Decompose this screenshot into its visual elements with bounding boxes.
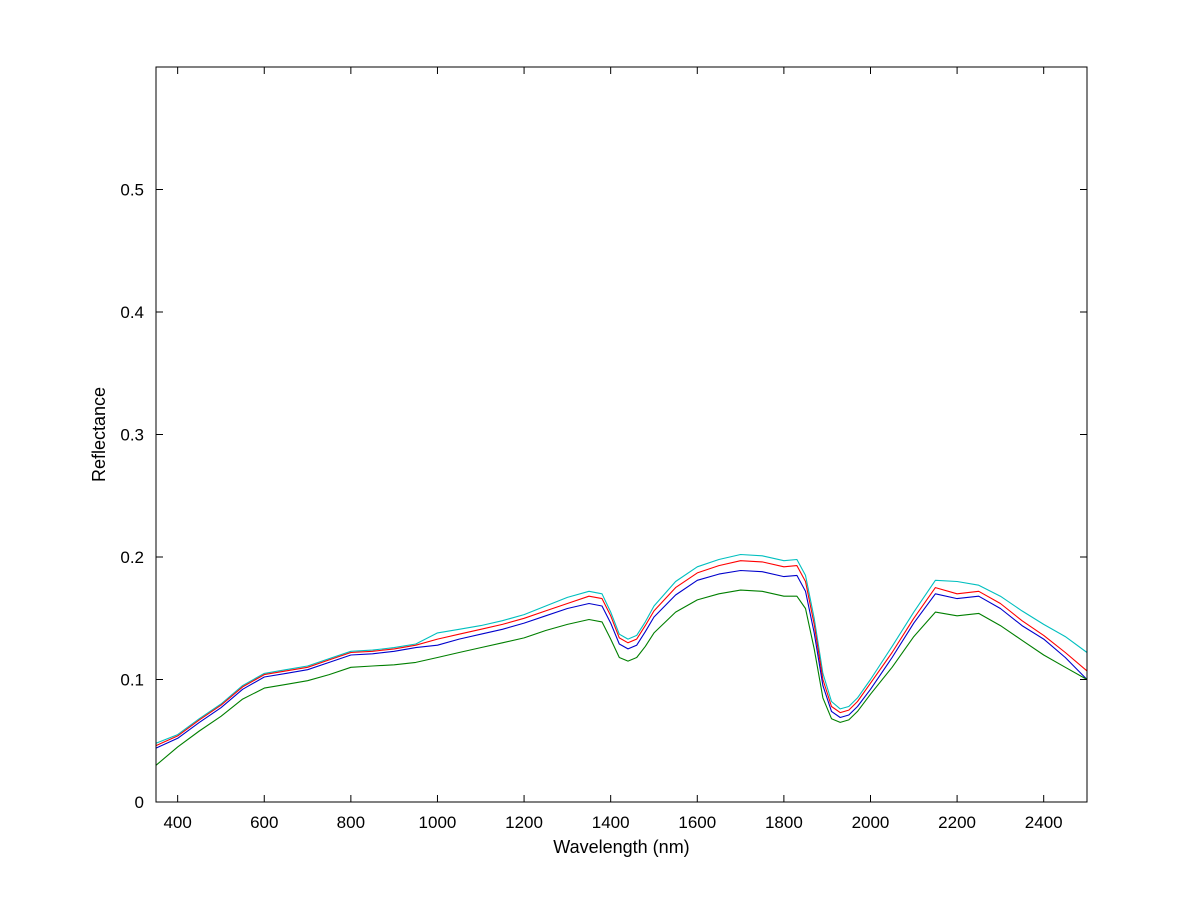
series-line-3 [155, 569, 1088, 749]
y-tick-label: 0 [135, 793, 144, 812]
y-tick-label: 0.2 [120, 548, 144, 567]
plot-frame [155, 66, 1088, 803]
y-tick-label: 0.4 [120, 303, 144, 322]
y-axis-label: Reflectance [89, 387, 109, 482]
x-tick-label: 400 [163, 813, 191, 832]
series-line-4 [155, 589, 1088, 766]
x-tick-label: 1400 [592, 813, 630, 832]
x-axis-label: Wavelength (nm) [553, 837, 689, 857]
x-tick-label: 1000 [419, 813, 457, 832]
x-tick-label: 600 [250, 813, 278, 832]
x-tick-label: 1600 [678, 813, 716, 832]
series-layer [155, 553, 1088, 766]
x-tick-label: 2400 [1025, 813, 1063, 832]
y-tick-label: 0.3 [120, 426, 144, 445]
series-line-1 [155, 553, 1088, 744]
y-tick-label: 0.5 [120, 181, 144, 200]
series-line-2 [155, 560, 1088, 747]
x-tick-label: 1200 [505, 813, 543, 832]
y-tick-label: 0.1 [120, 671, 144, 690]
x-tick-label: 2200 [938, 813, 976, 832]
x-tick-label: 2000 [852, 813, 890, 832]
tick-layer: 400 600 800 1000 1200 1400 1600 1800 2000 2200 240… [120, 67, 1087, 832]
x-tick-label: 800 [337, 813, 365, 832]
x-tick-label: 1800 [765, 813, 803, 832]
